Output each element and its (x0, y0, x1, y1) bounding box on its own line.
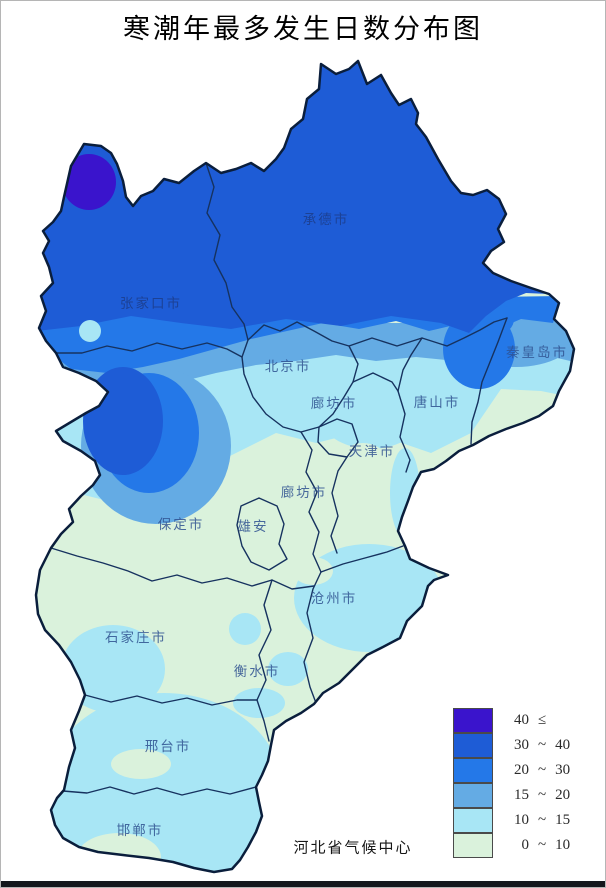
region-label-qinhuangdao: 秦皇岛市 (506, 345, 568, 360)
bottom-bar (1, 881, 605, 887)
region-label-beijing: 北京市 (264, 359, 312, 374)
legend-to: 20 (555, 787, 571, 803)
legend-from: 15 (514, 787, 529, 803)
legend-label: 15 ~ 20 (507, 787, 577, 804)
region-label-hengshui: 衡水市 (233, 664, 281, 679)
legend-from: 40 (514, 712, 529, 728)
region-label-handan: 邯郸市 (116, 823, 164, 838)
legend-row: 30 ~ 40 (453, 732, 577, 758)
page-title: 寒潮年最多发生日数分布图 (123, 14, 483, 44)
region-label-cangzhou: 沧州市 (310, 591, 358, 606)
legend-label: 20 ~ 30 (507, 762, 577, 779)
province-outline (34, 59, 576, 874)
legend-swatch-15-20 (453, 782, 493, 808)
legend-operator: ~ (538, 837, 547, 853)
legend-operator: ~ (538, 762, 547, 778)
legend-swatch-ge40 (453, 708, 493, 733)
legend-operator: ~ (538, 812, 547, 828)
legend-swatch-0-10 (453, 832, 493, 858)
legend-label: 0 ~ 10 (507, 837, 577, 854)
region-label-langfang-north: 廊坊市 (310, 396, 358, 411)
region-label-tianjin: 天津市 (348, 444, 396, 459)
legend-to: 10 (555, 837, 571, 853)
legend-swatch-20-30 (453, 757, 493, 783)
legend-from: 30 (514, 737, 529, 753)
legend-from: 0 (521, 837, 530, 853)
legend-swatch-10-15 (453, 807, 493, 833)
legend-operator: ~ (538, 737, 547, 753)
legend-row: 40 ≤ (453, 708, 577, 733)
prefecture-borders (50, 162, 508, 796)
legend-row: 20 ~ 30 (453, 757, 577, 783)
region-label-chengde: 承德市 (302, 212, 350, 227)
legend-row: 0 ~ 10 (453, 832, 577, 858)
region-label-langfang: 廊坊市 (280, 485, 328, 500)
legend-label: 10 ~ 15 (507, 812, 577, 829)
region-label-baoding: 保定市 (157, 517, 205, 532)
legend-row: 15 ~ 20 (453, 782, 577, 808)
credit-text: 河北省气候中心 (293, 840, 413, 857)
legend-label: 30 ~ 40 (507, 737, 577, 754)
region-label-zhangjiakou: 张家口市 (120, 296, 182, 311)
legend-from: 10 (514, 812, 529, 828)
legend-from: 20 (514, 762, 529, 778)
legend-row: 10 ~ 15 (453, 807, 577, 833)
legend-to: 15 (555, 812, 571, 828)
legend-to: 30 (555, 762, 571, 778)
legend: 40 ≤ 30 ~ 40 20 ~ 30 15 ~ (453, 708, 577, 858)
legend-swatch-30-40 (453, 732, 493, 758)
region-label-xingtai: 邢台市 (144, 739, 192, 754)
legend-to: 40 (555, 737, 571, 753)
region-label-xiongan: 雄安 (237, 519, 269, 534)
legend-label: 40 ≤ (507, 712, 577, 729)
legend-operator: ≤ (538, 712, 547, 728)
legend-operator: ~ (538, 787, 547, 803)
region-label-tangshan: 唐山市 (413, 395, 461, 410)
region-label-shijiazhuang: 石家庄市 (105, 630, 167, 645)
